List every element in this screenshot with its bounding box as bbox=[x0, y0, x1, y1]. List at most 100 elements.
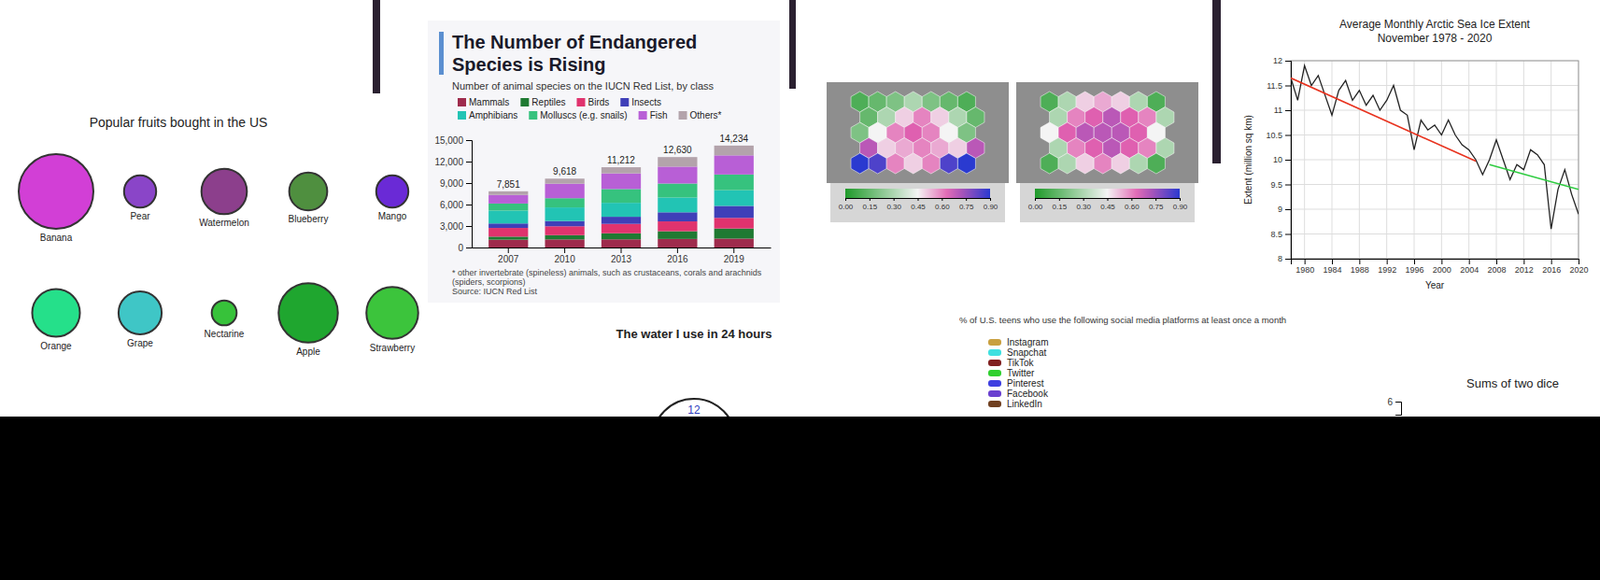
grid-line bbox=[1290, 134, 1579, 136]
tick-mark bbox=[1285, 85, 1291, 87]
hex-cell bbox=[939, 153, 958, 174]
tick: 10 bbox=[1273, 155, 1291, 165]
axis-title: Year bbox=[1425, 280, 1445, 291]
tick-mark bbox=[990, 198, 992, 201]
grid-line bbox=[1290, 233, 1579, 235]
tick-label: 0.15 bbox=[863, 202, 878, 212]
bar-segment bbox=[657, 231, 697, 240]
tick-label: 9 bbox=[1277, 204, 1283, 214]
bubble bbox=[18, 154, 94, 229]
tick: 11 bbox=[1274, 105, 1291, 115]
bubble-label: Grape bbox=[127, 338, 154, 349]
tick-label: 9,000 bbox=[439, 178, 464, 189]
legend-swatch bbox=[457, 111, 467, 120]
tick-mark bbox=[1551, 258, 1553, 265]
colorbar bbox=[1034, 188, 1180, 199]
hex-cell bbox=[921, 153, 940, 174]
tick-label: 0.00 bbox=[1028, 202, 1044, 212]
title-accent bbox=[438, 31, 444, 75]
legend-label: LinkedIn bbox=[1006, 398, 1043, 410]
bar-segment bbox=[601, 239, 641, 248]
tick-mark bbox=[466, 204, 472, 206]
bar-segment bbox=[601, 224, 641, 234]
bar-segment bbox=[544, 184, 584, 199]
tick-label: 0.15 bbox=[1052, 202, 1068, 212]
legend-swatch bbox=[679, 111, 688, 120]
tick-mark bbox=[845, 198, 847, 201]
tick-mark bbox=[621, 247, 623, 254]
tick-label: 15,000 bbox=[434, 135, 464, 146]
tick: 2000 bbox=[1432, 258, 1452, 275]
tick-label: 2012 bbox=[1515, 265, 1534, 275]
tick-mark bbox=[1034, 198, 1036, 201]
grid-line bbox=[1331, 60, 1333, 259]
tick: 0.60 bbox=[934, 198, 950, 212]
bar-segment bbox=[601, 202, 641, 217]
separator bbox=[1212, 0, 1221, 164]
bubble-label: Apple bbox=[296, 346, 321, 357]
tick-label: 2008 bbox=[1486, 265, 1506, 275]
bar-segment bbox=[657, 239, 697, 248]
legend-label: Snapchat bbox=[1006, 347, 1047, 358]
bubble bbox=[118, 291, 162, 335]
tick-label: 0.60 bbox=[934, 202, 950, 212]
bar-segment bbox=[657, 166, 697, 184]
hex-cell bbox=[850, 153, 869, 174]
axis: 88.599.51010.51111.512 bbox=[1265, 56, 1291, 264]
bubble-label: Pear bbox=[129, 211, 151, 222]
bar-segment bbox=[714, 228, 754, 240]
tick-label: 3,000 bbox=[439, 221, 464, 232]
legend-label: Molluscs (e.g. snails) bbox=[539, 110, 627, 121]
tick-label: 0.30 bbox=[1076, 202, 1091, 212]
bar-segment bbox=[544, 239, 584, 248]
tick-label: 0.60 bbox=[1124, 202, 1140, 212]
tick-mark bbox=[466, 183, 472, 185]
bar-segment bbox=[601, 216, 641, 225]
legend-swatch bbox=[457, 98, 467, 107]
bar-segment bbox=[601, 188, 641, 203]
chart-title: The Number of Endangered Species is Risi… bbox=[452, 31, 703, 75]
axis-line bbox=[1395, 402, 1402, 416]
tick-label: 1996 bbox=[1404, 265, 1424, 275]
bubble bbox=[124, 175, 156, 208]
bar-segment bbox=[544, 207, 584, 222]
tick: 0.30 bbox=[886, 198, 902, 212]
bar-segment bbox=[488, 227, 528, 237]
tick: 2010 bbox=[553, 247, 576, 265]
tick-mark bbox=[733, 247, 735, 254]
tick-label: 12,000 bbox=[434, 156, 464, 168]
tick-mark bbox=[1387, 258, 1388, 265]
tick-mark bbox=[1414, 258, 1416, 265]
hex-cell bbox=[957, 153, 976, 174]
bar-segment bbox=[544, 198, 584, 208]
legend-label: TikTok bbox=[1006, 357, 1035, 369]
bottom-band bbox=[0, 416, 1600, 580]
tick-label: 2019 bbox=[723, 254, 746, 265]
tick-label: 0.75 bbox=[959, 202, 975, 212]
data-label: 12,630 bbox=[663, 144, 693, 156]
legend-label: Reptiles bbox=[531, 97, 566, 108]
legend-swatch bbox=[528, 111, 538, 120]
tick: 9.5 bbox=[1270, 180, 1291, 190]
bubbles bbox=[18, 154, 419, 343]
axis-line bbox=[846, 198, 992, 202]
tick: 0 bbox=[457, 242, 472, 254]
tick-mark bbox=[1441, 258, 1443, 265]
hex-cell bbox=[1040, 153, 1059, 174]
tick: 12 bbox=[1273, 56, 1291, 66]
tick: 0.15 bbox=[1052, 198, 1068, 212]
tick: 0.00 bbox=[838, 198, 854, 212]
bubble bbox=[201, 169, 248, 215]
chart-title: % of U.S. teens who use the following so… bbox=[959, 314, 1287, 326]
tick: 0.90 bbox=[983, 198, 999, 212]
legend-swatch bbox=[620, 98, 629, 107]
tick-label: 0.90 bbox=[983, 202, 999, 212]
tick-mark bbox=[1285, 234, 1291, 236]
tick-mark bbox=[466, 247, 472, 249]
text-line: * other invertebrate (spineless) animals… bbox=[452, 268, 765, 278]
hex-cell bbox=[1111, 153, 1130, 174]
tick: 6 bbox=[1387, 396, 1402, 408]
bubble bbox=[366, 286, 419, 340]
tick-label: 0.45 bbox=[1100, 202, 1116, 212]
text-line: Source: IUCN Red List bbox=[452, 286, 539, 297]
